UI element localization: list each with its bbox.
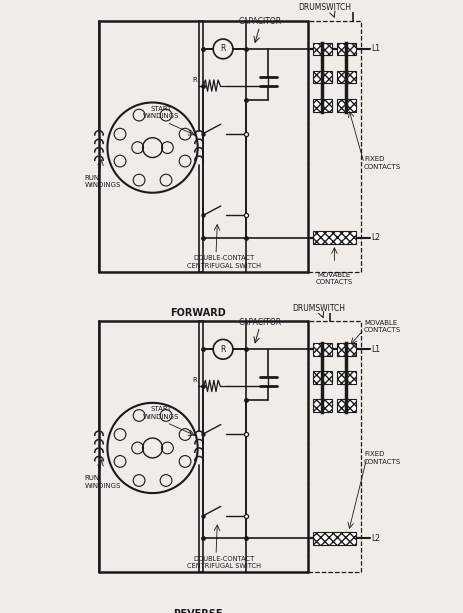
Text: FIXED
CONTACTS: FIXED CONTACTS xyxy=(364,451,401,465)
Bar xyxy=(337,343,356,356)
Text: L1: L1 xyxy=(371,345,380,354)
Bar xyxy=(337,70,356,83)
Text: DOUBLE-CONTACT
CENTRIFUGAL SWITCH: DOUBLE-CONTACT CENTRIFUGAL SWITCH xyxy=(188,256,262,269)
Text: DRUMSWITCH: DRUMSWITCH xyxy=(298,3,351,12)
Text: L2: L2 xyxy=(371,534,380,543)
Text: R: R xyxy=(220,345,226,354)
Bar xyxy=(337,42,356,55)
Bar xyxy=(313,371,332,384)
Text: L1: L1 xyxy=(371,44,380,53)
Bar xyxy=(313,99,332,112)
Text: REVERSE: REVERSE xyxy=(173,609,222,613)
Bar xyxy=(307,21,361,272)
Text: L2: L2 xyxy=(371,234,380,242)
Bar xyxy=(313,42,332,55)
Bar xyxy=(337,371,356,384)
Circle shape xyxy=(213,39,233,59)
Bar xyxy=(313,232,356,244)
Bar xyxy=(313,343,332,356)
Text: RUN
WINDINGS: RUN WINDINGS xyxy=(85,175,121,188)
Bar xyxy=(337,99,356,112)
Bar xyxy=(307,321,361,572)
Text: RUN
WINDINGS: RUN WINDINGS xyxy=(85,475,121,489)
Text: R: R xyxy=(193,377,197,383)
Text: R: R xyxy=(193,77,197,83)
Text: FIXED
CONTACTS: FIXED CONTACTS xyxy=(364,156,401,170)
Text: CAPACITOR: CAPACITOR xyxy=(238,318,281,327)
Text: START
WINDINGS: START WINDINGS xyxy=(143,106,179,120)
Text: CAPACITOR: CAPACITOR xyxy=(238,17,281,26)
Circle shape xyxy=(213,340,233,359)
Text: DRUMSWITCH: DRUMSWITCH xyxy=(293,303,345,313)
Text: FORWARD: FORWARD xyxy=(170,308,225,318)
Text: START
WINDINGS: START WINDINGS xyxy=(143,406,179,420)
Text: MOVABLE
CONTACTS: MOVABLE CONTACTS xyxy=(364,320,401,333)
Text: DOUBLE-CONTACT
CENTRIFUGAL SWITCH: DOUBLE-CONTACT CENTRIFUGAL SWITCH xyxy=(188,556,262,569)
Text: R: R xyxy=(220,44,226,53)
Text: MOVABLE
CONTACTS: MOVABLE CONTACTS xyxy=(316,272,353,285)
Bar xyxy=(313,399,332,412)
Bar xyxy=(337,399,356,412)
Bar xyxy=(313,70,332,83)
Bar xyxy=(313,532,356,544)
